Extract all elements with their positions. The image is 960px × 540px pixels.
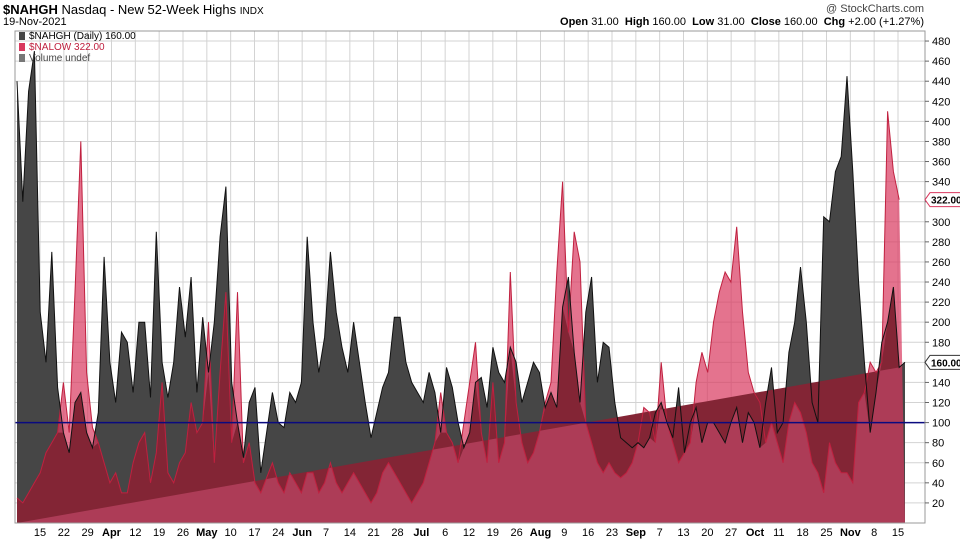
x-tick-label: Sep	[626, 527, 646, 539]
x-tick-label: Oct	[746, 527, 765, 539]
x-tick-label: Jul	[413, 527, 429, 539]
close-value: 160.00	[783, 16, 818, 28]
exchange: INDX	[239, 6, 264, 17]
x-tick-label: 27	[725, 527, 737, 539]
x-tick-label: 16	[582, 527, 594, 539]
x-tick-label: 24	[272, 527, 284, 539]
nalow-legend-label: $NALOW 322.00	[29, 42, 105, 53]
nalow-area	[17, 111, 905, 523]
x-tick-label: 20	[701, 527, 713, 539]
x-tick-label: 28	[391, 527, 403, 539]
y-tick-label: 180	[932, 337, 950, 349]
chg-label: Chg	[823, 16, 846, 28]
high-label: High	[624, 16, 650, 28]
x-tick-label: 12	[463, 527, 475, 539]
last-value-labels: 322.00 160.00	[924, 192, 960, 370]
x-tick-label: Apr	[102, 527, 122, 539]
x-tick-label: 12	[129, 527, 141, 539]
y-tick-label: 360	[932, 157, 950, 169]
y-tick-label: 300	[932, 217, 950, 229]
y-tick-label: 220	[932, 297, 950, 309]
x-tick-label: 21	[368, 527, 380, 539]
symbol: $NAHGH	[3, 2, 58, 17]
nahgh-last-value: 160.00	[931, 358, 960, 369]
y-tick-label: 240	[932, 277, 950, 289]
x-tick-label: 11	[773, 527, 784, 539]
nalow-last-tag	[924, 192, 960, 208]
x-tick-label: May	[196, 527, 218, 539]
chart-header: $NAHGH Nasdaq - New 52-Week Highs INDX 1…	[0, 0, 960, 30]
y-tick-label: 260	[932, 257, 950, 269]
quote-line: Open 31.00 High 160.00 Low 31.00 Close 1…	[560, 16, 924, 28]
chg-value: +2.00 (+1.27%)	[848, 16, 924, 28]
x-tick-label: 13	[677, 527, 689, 539]
x-tick-label: Jun	[292, 527, 312, 539]
x-tick-label: 15	[34, 527, 46, 539]
legend: $NAHGH (Daily) 160.00 $NALOW 322.00 Volu…	[19, 31, 136, 64]
y-tick-label: 100	[932, 418, 950, 430]
y-tick-label: 140	[932, 377, 950, 389]
plot-frame	[14, 30, 926, 524]
x-tick-label: 19	[153, 527, 165, 539]
x-tick-label: 15	[892, 527, 904, 539]
x-tick-label: 19	[487, 527, 499, 539]
volume-legend-label: Volume undef	[29, 53, 90, 64]
y-tick-label: 480	[932, 36, 950, 48]
y-tick-label: 40	[932, 478, 944, 490]
symbol-name: Nasdaq - New 52-Week Highs	[61, 2, 237, 17]
x-tick-label: 22	[58, 527, 70, 539]
nahgh-legend-swatch	[19, 32, 25, 40]
y-tick-label: 120	[932, 398, 950, 410]
x-tick-label: 14	[344, 527, 356, 539]
y-tick-label: 200	[932, 317, 950, 329]
x-tick-label: Nov	[840, 527, 862, 539]
x-tick-label: 10	[225, 527, 237, 539]
x-tick-label: Aug	[530, 527, 551, 539]
y-tick-label: 340	[932, 177, 950, 189]
x-tick-label: 23	[606, 527, 618, 539]
y-tick-label: 20	[932, 498, 944, 510]
nalow-legend-swatch	[19, 43, 25, 51]
y-tick-label: 460	[932, 56, 950, 68]
nalow-last-value: 322.00	[931, 196, 960, 207]
open-value: 31.00	[591, 16, 619, 28]
x-tick-label: 6	[442, 527, 448, 539]
chart-title: $NAHGH Nasdaq - New 52-Week Highs INDX	[3, 2, 264, 17]
x-axis: 15 22 29 Apr 12 19 26 May 10 17 24 Jun 7 14 21 28 Jul 6 12…	[34, 527, 904, 539]
x-tick-label: 26	[511, 527, 523, 539]
volume-legend-swatch	[19, 54, 25, 62]
y-tick-label: 400	[932, 116, 950, 128]
x-tick-label: 7	[323, 527, 329, 539]
x-tick-label: 17	[248, 527, 260, 539]
close-label: Close	[750, 16, 781, 28]
y-tick-label: 60	[932, 458, 944, 470]
x-tick-label: 18	[797, 527, 809, 539]
overlap-area	[17, 287, 900, 523]
y-axis: 2040608010012014016018020022024026028030…	[925, 36, 950, 510]
x-tick-label: 8	[871, 527, 877, 539]
nalow-line	[16, 111, 900, 504]
x-tick-label: 25	[820, 527, 832, 539]
high-value: 160.00	[652, 16, 687, 28]
x-tick-label: 9	[561, 527, 567, 539]
nahgh-line	[16, 51, 906, 473]
x-tick-label: 26	[177, 527, 189, 539]
y-tick-label: 80	[932, 438, 944, 450]
chart-date: 19-Nov-2021	[3, 16, 67, 28]
credit-text: @ StockCharts.com	[826, 3, 924, 15]
nahgh-last-tag	[924, 354, 960, 370]
y-tick-label: 380	[932, 136, 950, 148]
y-tick-label: 440	[932, 76, 950, 88]
open-label: Open	[560, 16, 589, 28]
low-label: Low	[692, 16, 715, 28]
y-tick-label: 420	[932, 96, 950, 108]
nahgh-legend-label: $NAHGH (Daily) 160.00	[29, 31, 136, 42]
x-tick-label: 7	[657, 527, 663, 539]
x-tick-label: 29	[82, 527, 94, 539]
y-tick-label: 280	[932, 237, 950, 249]
low-value: 31.00	[717, 16, 745, 28]
